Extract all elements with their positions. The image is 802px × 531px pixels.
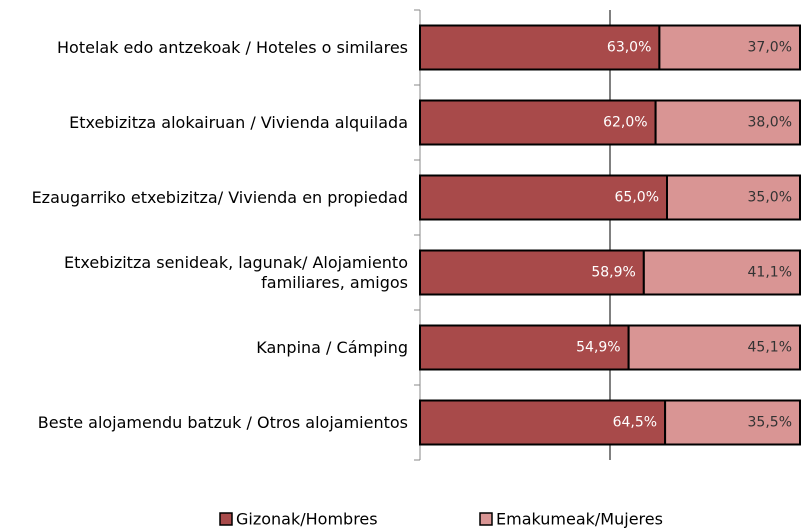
bar-segment bbox=[654, 99, 801, 146]
category-label: Kanpina / Cámping bbox=[256, 337, 408, 357]
value-label: 35,0% bbox=[748, 190, 792, 206]
legend-swatch bbox=[479, 512, 493, 526]
category-label: Etxebizitza alokairuan / Vivienda alquil… bbox=[69, 112, 408, 132]
category-label: Hotelak edo antzekoak / Hoteles o simila… bbox=[57, 37, 408, 57]
category-label: Ezaugarriko etxebizitza/ Vivienda en pro… bbox=[31, 187, 408, 207]
legend-label: Emakumeak/Mujeres bbox=[496, 510, 663, 529]
value-label: 65,0% bbox=[615, 190, 659, 206]
bar-segment bbox=[642, 249, 801, 296]
value-label: 64,5% bbox=[613, 415, 657, 431]
value-label: 38,0% bbox=[748, 115, 792, 131]
value-label: 35,5% bbox=[748, 415, 792, 431]
value-label: 63,0% bbox=[607, 40, 651, 56]
value-label: 62,0% bbox=[603, 115, 647, 131]
bar-segment bbox=[627, 324, 801, 371]
value-label: 58,9% bbox=[591, 265, 635, 281]
value-label: 54,9% bbox=[576, 340, 620, 356]
bar-segment bbox=[666, 174, 801, 221]
legend-label: Gizonak/Hombres bbox=[236, 510, 378, 529]
bar-segment bbox=[419, 324, 630, 371]
value-label: 37,0% bbox=[748, 40, 792, 56]
bar-segment bbox=[664, 399, 801, 446]
category-label: Etxebizitza senideak, lagunak/ Alojamien… bbox=[64, 252, 408, 292]
category-label: Beste alojamendu batzuk / Otros alojamie… bbox=[37, 412, 408, 432]
bar-segment bbox=[658, 24, 802, 71]
value-label: 41,1% bbox=[748, 265, 792, 281]
legend-swatch bbox=[219, 512, 233, 526]
value-label: 45,1% bbox=[748, 340, 792, 356]
bar-segment bbox=[419, 249, 645, 296]
